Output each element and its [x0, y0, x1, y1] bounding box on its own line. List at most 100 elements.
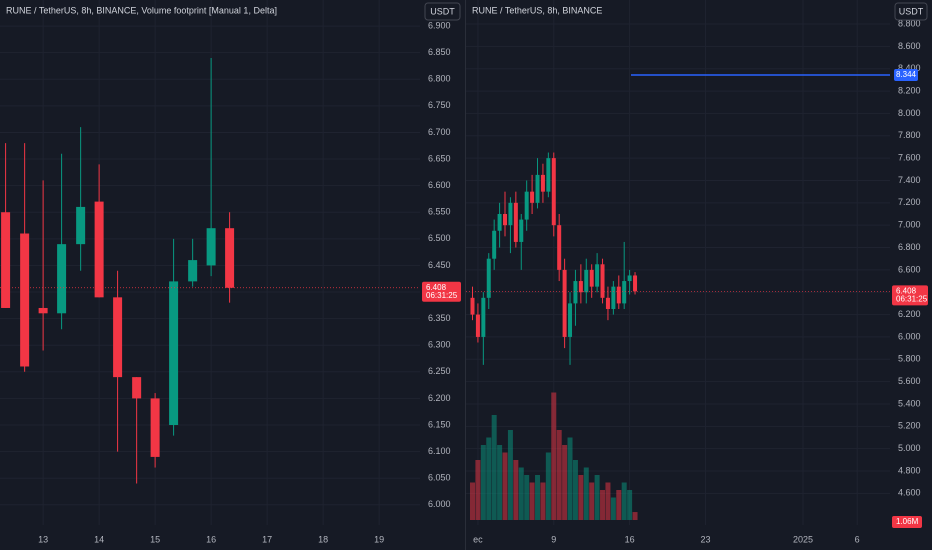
candle-body — [76, 206, 86, 245]
y-tick-label: 7.000 — [898, 220, 921, 230]
currency-box — [424, 2, 461, 21]
y-tick-label: 7.400 — [898, 175, 921, 185]
volume-bar — [535, 475, 541, 520]
candle-body — [206, 228, 216, 266]
chart-title: RUNE / TetherUS, 8h, BINANCE — [472, 5, 602, 15]
y-tick-label: 6.900 — [428, 20, 451, 30]
y-tick-label: 5.800 — [898, 354, 921, 364]
volume-bar — [616, 490, 622, 520]
candle-body — [578, 281, 583, 293]
y-tick-label: 6.000 — [898, 331, 921, 341]
last-price-box — [422, 281, 461, 302]
volume-bar — [578, 475, 584, 520]
y-tick-label: 8.000 — [898, 108, 921, 118]
y-tick-label: 4.600 — [898, 488, 921, 498]
y-tick-label: 7.800 — [898, 130, 921, 140]
volume-bar — [621, 482, 627, 520]
y-tick-label: 6.800 — [428, 74, 451, 84]
x-tick-label: 9 — [551, 534, 556, 544]
candle-body — [616, 286, 621, 304]
y-tick-label: 8.800 — [898, 18, 921, 28]
x-tick-label: 16 — [206, 534, 216, 544]
volume-bar — [497, 445, 503, 520]
y-tick-label: 6.850 — [428, 47, 451, 57]
candle-body — [535, 174, 540, 203]
candle-body — [470, 297, 475, 315]
candle-body — [225, 228, 235, 288]
candle-body — [557, 225, 562, 270]
candle-body — [622, 281, 627, 304]
currency-label: USDT — [430, 6, 455, 16]
candle-body — [113, 297, 123, 378]
y-tick-label: 6.050 — [428, 473, 451, 483]
candle-body — [524, 191, 529, 220]
y-tick-label: 8.400 — [898, 63, 921, 73]
candle-body — [497, 214, 502, 231]
chart-title: RUNE / TetherUS, 8h, BINANCE, Volume foo… — [6, 5, 277, 15]
x-tick-label: 23 — [700, 534, 710, 544]
volume-bar — [480, 445, 486, 520]
y-tick-label: 5.600 — [898, 376, 921, 386]
candle-body — [562, 269, 567, 337]
volume-bar — [475, 460, 481, 520]
y-tick-label: 6.600 — [428, 180, 451, 190]
y-tick-label: 6.800 — [898, 242, 921, 252]
candle-body — [492, 230, 497, 259]
hline-price-box — [894, 68, 918, 81]
candle-body — [546, 158, 551, 192]
y-tick-label: 6.750 — [428, 100, 451, 110]
x-tick-label: 6 — [855, 534, 860, 544]
y-tick-label: 5.400 — [898, 398, 921, 408]
volume-bar — [486, 437, 492, 520]
candle-body — [132, 377, 142, 399]
candle-body — [589, 269, 594, 287]
y-tick-label: 8.600 — [898, 41, 921, 51]
x-tick-label: 17 — [262, 534, 272, 544]
volume-bar — [632, 512, 638, 520]
candle-body — [20, 233, 30, 367]
x-tick-label: 19 — [374, 534, 384, 544]
y-tick-label: 6.200 — [428, 393, 451, 403]
y-tick-label: 6.000 — [428, 499, 451, 509]
x-tick-label: 16 — [625, 534, 635, 544]
candle-body — [530, 191, 535, 203]
volume-bar — [518, 467, 524, 520]
volume-bar — [567, 437, 573, 520]
candle-body — [519, 219, 524, 242]
volume-bar — [491, 415, 497, 520]
y-tick-label: 6.150 — [428, 419, 451, 429]
candle-body — [573, 281, 578, 304]
candle-body — [551, 158, 556, 226]
candle-body — [475, 314, 480, 337]
x-tick-label: 14 — [94, 534, 104, 544]
y-tick-label: 6.350 — [428, 313, 451, 323]
volume-bar — [594, 475, 600, 520]
x-tick-label: 15 — [150, 534, 160, 544]
y-tick-label: 6.550 — [428, 207, 451, 217]
currency-box — [894, 2, 928, 21]
volume-bar — [610, 497, 616, 520]
volume-bar — [562, 445, 568, 520]
candle-body — [605, 297, 610, 309]
candle-body — [1, 212, 11, 308]
candle-body — [584, 269, 589, 293]
last-price-label: 6.408 — [896, 286, 917, 295]
y-tick-label: 7.200 — [898, 197, 921, 207]
volume-bar — [513, 460, 519, 520]
volume-bar — [572, 460, 578, 520]
volume-bar — [551, 392, 557, 520]
volume-bar — [545, 452, 551, 520]
volume-bar — [524, 475, 530, 520]
y-tick-label: 6.250 — [428, 366, 451, 376]
candle-body — [94, 201, 104, 298]
countdown-label: 06:31:25 — [896, 294, 928, 303]
x-tick-label: 13 — [38, 534, 48, 544]
candle-body — [600, 264, 605, 298]
y-tick-label: 7.600 — [898, 153, 921, 163]
candle-body — [611, 286, 616, 309]
candle-body — [57, 244, 67, 314]
volume-bar — [589, 482, 595, 520]
y-tick-label: 6.200 — [898, 309, 921, 319]
candle-body — [568, 303, 573, 337]
y-tick-label: 6.500 — [428, 233, 451, 243]
